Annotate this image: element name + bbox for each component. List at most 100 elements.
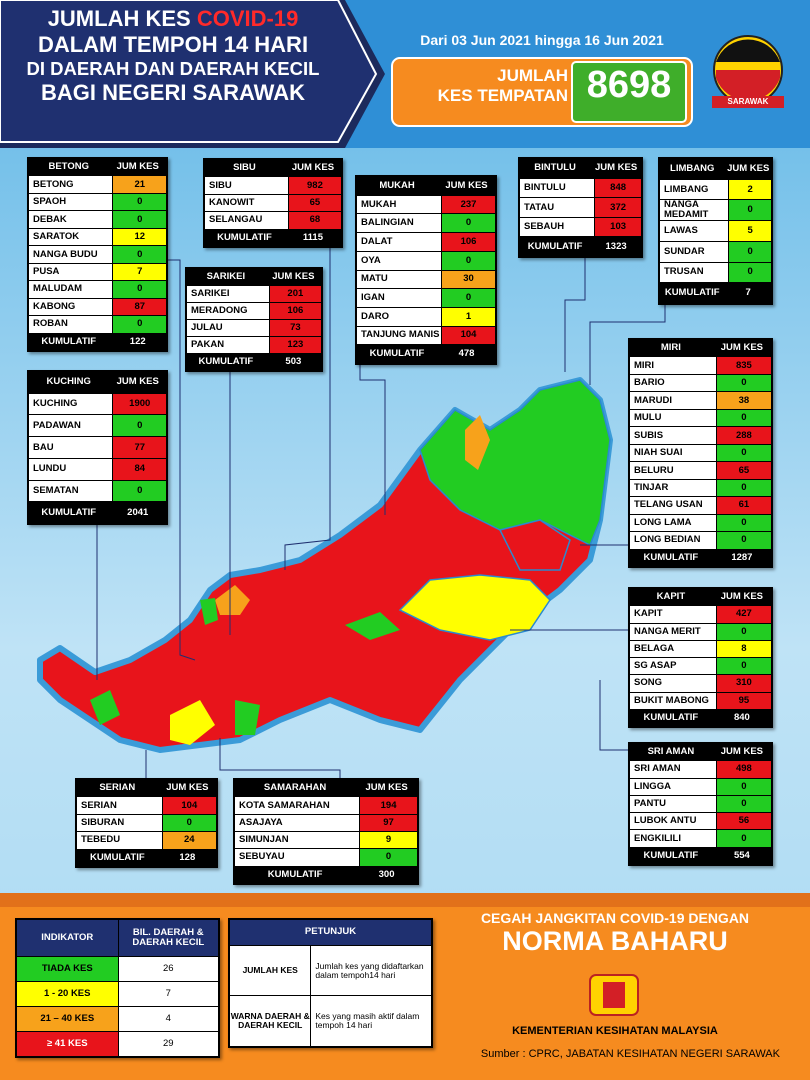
case-count: 427 [716,606,771,623]
header-cell: JUM KES [725,159,771,179]
legend-label: 21 – 40 KES [17,1007,118,1031]
table-row: SIMUNJAN 9 [235,831,417,849]
division-table: MUKAH JUM KES MUKAH 237 BALINGIAN 0 DALAT 106 OY… [355,175,497,365]
district-name: KAPIT [630,606,716,623]
guide-term: WARNA DAERAH & DAERAH KECIL [230,996,311,1046]
ministry: KEMENTERIAN KESIHATAN MALAYSIA [512,1025,718,1037]
district-name: LUBOK ANTU [630,813,716,830]
total-label: KUMULATIF [77,849,158,867]
table-row: MARUDI 38 [630,392,771,409]
table-footer: KUMULATIF 300 [235,866,417,883]
case-count: 0 [113,211,166,228]
slogan: CEGAH JANGKITAN COVID-19 DENGAN NORMA BA… [440,910,790,957]
case-count: 103 [595,217,641,237]
district-name: MALUDAM [29,281,113,298]
case-count: 61 [716,497,771,514]
table-row: SG ASAP 0 [630,658,771,675]
district-name: LIMBANG [660,179,729,200]
division-table: SIBU JUM KES SIBU 982 KANOWIT 65 SELANGAU 68 KUM… [203,158,343,248]
case-count: 106 [269,303,321,319]
table-row: LIMBANG 2 [660,179,771,200]
case-count: 0 [360,849,417,866]
legend-label: 1 - 20 KES [17,982,118,1006]
header-cell: MUKAH [357,177,438,195]
district-name: SPAOH [29,193,113,211]
logo-text: SARAWAK [727,97,769,106]
district-name: SEBAUH [520,217,595,237]
header-cell: JUM KES [109,159,166,176]
district-name: BELURU [630,462,716,479]
table-row: ASAJAYA 97 [235,814,417,831]
header-cell: PETUNJUK [230,920,431,945]
header-cell: SERIAN [77,780,158,797]
district-name: NANGA MEDAMIT [660,200,729,221]
table-row: BUKIT MABONG 95 [630,692,771,709]
case-count: 0 [113,415,166,437]
header-cell: JUM KES [438,177,495,195]
table-row: DEBAK 0 [29,211,166,228]
case-count: 310 [716,675,771,692]
table-row: OYA 0 [357,251,495,270]
legend-count: 4 [118,1007,218,1031]
case-count: 0 [729,200,771,221]
table-footer: KUMULATIF 128 [77,849,216,867]
district-name: BINTULU [520,178,595,198]
table-header: KAPIT JUM KES [630,589,771,606]
header-cell: BINTULU [520,159,591,178]
district-name: LINGGA [630,778,716,795]
legend-table: INDIKATOR BIL. DAERAH & DAERAH KECIL TIADA… [15,918,220,1058]
district-name: DEBAK [29,211,113,228]
table-footer: KUMULATIF 478 [357,345,495,364]
table-footer: KUMULATIF 554 [630,847,771,864]
district-name: SERIAN [77,797,162,814]
table-row: SARATOK 12 [29,228,166,246]
total-label: KUMULATIF [205,229,284,247]
district-name: BALINGIAN [357,214,442,233]
header-cell: SAMARAHAN [235,780,356,797]
case-count: 0 [113,246,166,263]
title-line: JUMLAH KES COVID-19 [8,6,338,32]
table-header: SARIKEI JUM KES [187,269,321,285]
district-name: SELANGAU [205,212,288,229]
table-row: SIBURAN 0 [77,814,216,832]
table-header: BETONG JUM KES [29,159,166,176]
division-table: BINTULU JUM KES BINTULU 848 TATAU 372 SEBAUH 10… [518,157,643,258]
district-name: BAU [29,437,113,458]
case-count: 95 [716,692,771,709]
case-count: 38 [716,392,771,409]
table-header: SERIAN JUM KES [77,780,216,797]
district-name: ENGKILILI [630,830,716,847]
table-header: SRI AMAN JUM KES [630,744,771,761]
table-row: MULU 0 [630,409,771,427]
division-table: KUCHING JUM KES KUCHING 1900 PADAWAN 0 BAU 77 LU… [27,370,168,525]
table-header: SAMARAHAN JUM KES [235,780,417,797]
case-count: 0 [113,281,166,298]
header-cell: JUM KES [284,160,341,177]
table-row: BETONG 21 [29,176,166,193]
case-count: 237 [442,195,495,214]
total-value: 2041 [109,502,166,524]
case-count: 982 [288,177,341,194]
table-row: LINGGA 0 [630,778,771,795]
case-count: 201 [269,286,321,302]
division-table: LIMBANG JUM KES LIMBANG 2 NANGA MEDAMIT 0 LAWA… [658,157,773,305]
table-row: SPAOH 0 [29,193,166,211]
table-header: SIBU JUM KES [205,160,341,177]
district-name: OYA [357,251,442,270]
date-range: Dari 03 Jun 2021 hingga 16 Jun 2021 [420,32,664,48]
total-label: KUMULATIF [630,847,712,864]
district-name: PANTU [630,795,716,813]
case-count: 372 [595,198,641,217]
legend-count: 7 [118,982,218,1006]
table-row: KABONG 87 [29,298,166,316]
district-name: SIBURAN [77,814,162,832]
case-count: 0 [716,514,771,532]
district-name: SARIKEI [187,286,269,302]
case-count: 1 [442,307,495,326]
total-label: KUMULATIF [520,237,591,256]
header-cell: SIBU [205,160,284,177]
table-row: BALINGIAN 0 [357,214,495,233]
legend-row: ≥ 41 KES 29 [17,1032,218,1056]
district-name: DALAT [357,233,442,251]
table-row: TEBEDU 24 [77,832,216,849]
